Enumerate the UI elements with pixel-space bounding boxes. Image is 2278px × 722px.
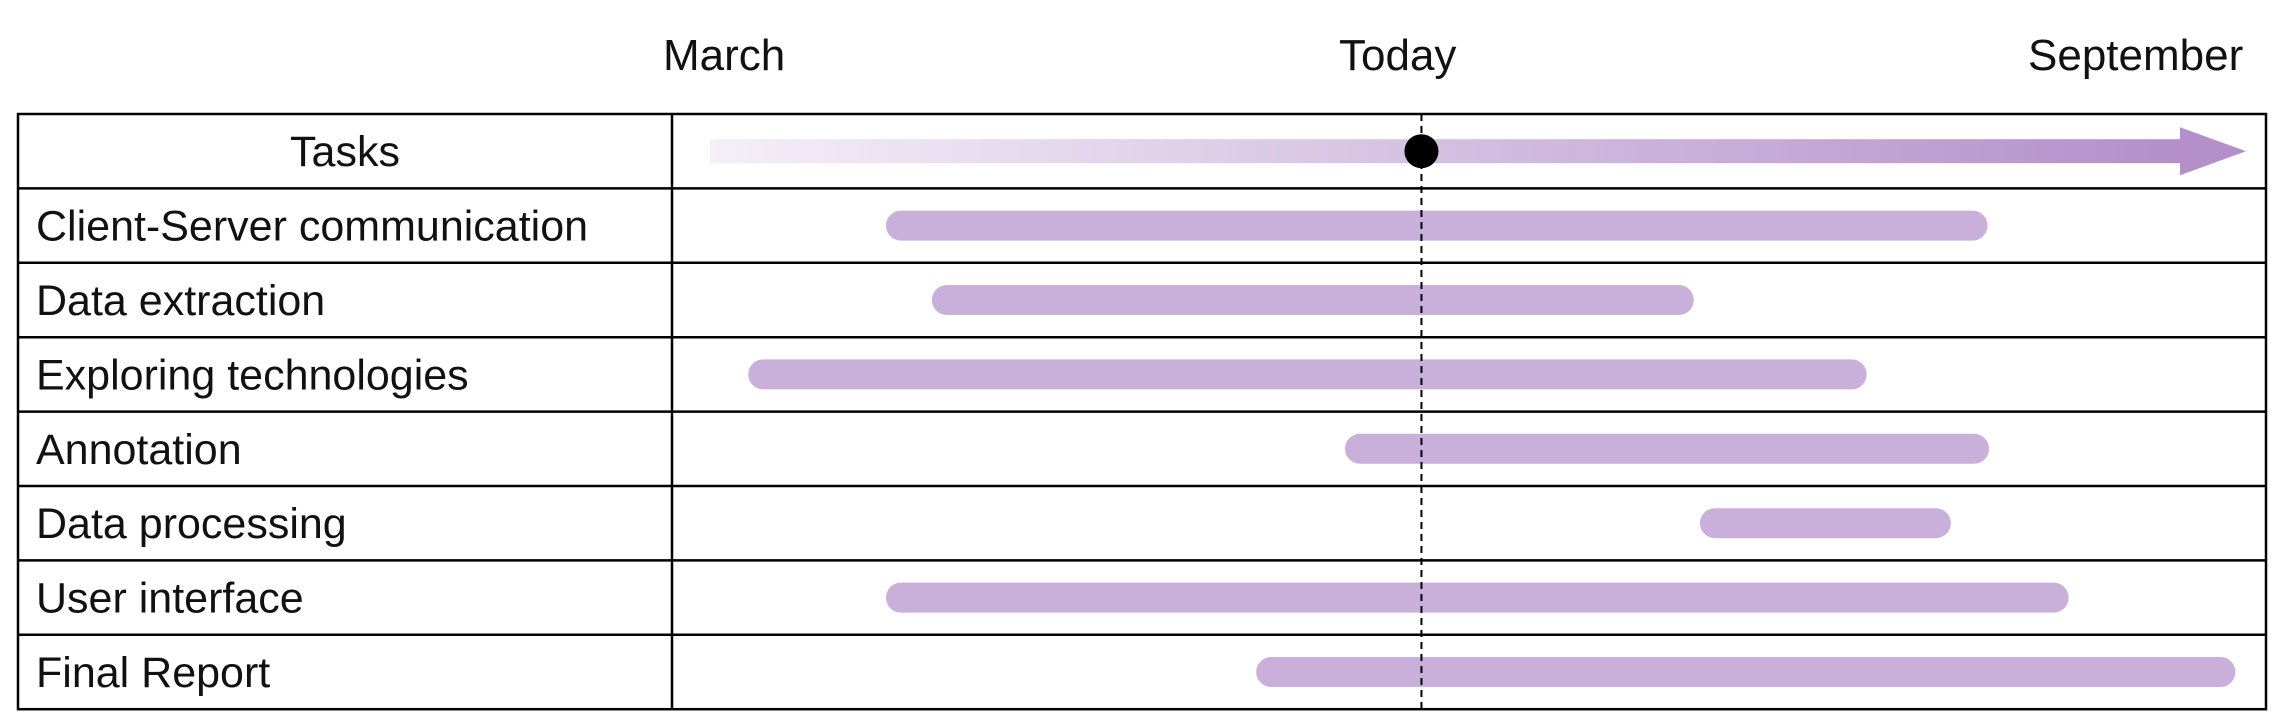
task-labels: Tasks Client-Server communication Data ext… — [36, 128, 588, 697]
timeline-today-label: Today — [1339, 31, 1457, 80]
task-label: Data extraction — [36, 277, 325, 325]
task-label: Annotation — [36, 426, 242, 474]
tasks-header: Tasks — [290, 128, 400, 176]
timeline-start-label: March — [663, 31, 786, 80]
task-bar — [748, 359, 1867, 390]
timeline-shaft — [710, 139, 2182, 164]
task-label: Final Report — [36, 649, 270, 697]
task-bar — [885, 210, 1988, 241]
task-bar — [1344, 433, 1990, 464]
task-label: Data processing — [36, 500, 347, 548]
timeline-arrow — [710, 114, 2246, 710]
task-bar — [1256, 657, 2236, 687]
task-bars — [748, 210, 2236, 687]
timeline-arrowhead — [2180, 127, 2246, 176]
task-label: Client-Server communication — [36, 203, 588, 251]
task-bar — [885, 582, 2069, 613]
today-marker — [1404, 134, 1439, 169]
task-label: User interface — [36, 575, 304, 623]
task-bar — [1699, 508, 1951, 539]
task-label: Exploring technologies — [36, 351, 469, 399]
task-bar — [931, 285, 1694, 315]
table-grid — [16, 112, 2268, 711]
timeline-end-label: September — [2028, 31, 2244, 80]
